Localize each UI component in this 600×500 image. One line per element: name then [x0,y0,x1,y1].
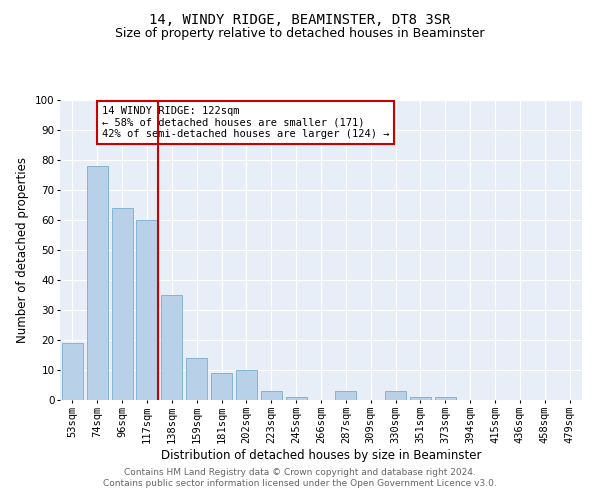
X-axis label: Distribution of detached houses by size in Beaminster: Distribution of detached houses by size … [161,448,481,462]
Bar [87,166,108,400]
Y-axis label: Number of detached properties: Number of detached properties [16,157,29,343]
Bar [186,358,207,400]
Bar [335,391,356,400]
Bar [261,391,282,400]
Bar [286,397,307,400]
Bar [136,220,158,400]
Bar [385,391,406,400]
Text: 14, WINDY RIDGE, BEAMINSTER, DT8 3SR: 14, WINDY RIDGE, BEAMINSTER, DT8 3SR [149,12,451,26]
Bar [236,370,257,400]
Bar [62,343,83,400]
Bar [112,208,133,400]
Text: Contains HM Land Registry data © Crown copyright and database right 2024.
Contai: Contains HM Land Registry data © Crown c… [103,468,497,487]
Bar [161,295,182,400]
Bar [435,397,456,400]
Bar [410,397,431,400]
Text: Size of property relative to detached houses in Beaminster: Size of property relative to detached ho… [115,28,485,40]
Bar [211,373,232,400]
Text: 14 WINDY RIDGE: 122sqm
← 58% of detached houses are smaller (171)
42% of semi-de: 14 WINDY RIDGE: 122sqm ← 58% of detached… [102,106,389,139]
